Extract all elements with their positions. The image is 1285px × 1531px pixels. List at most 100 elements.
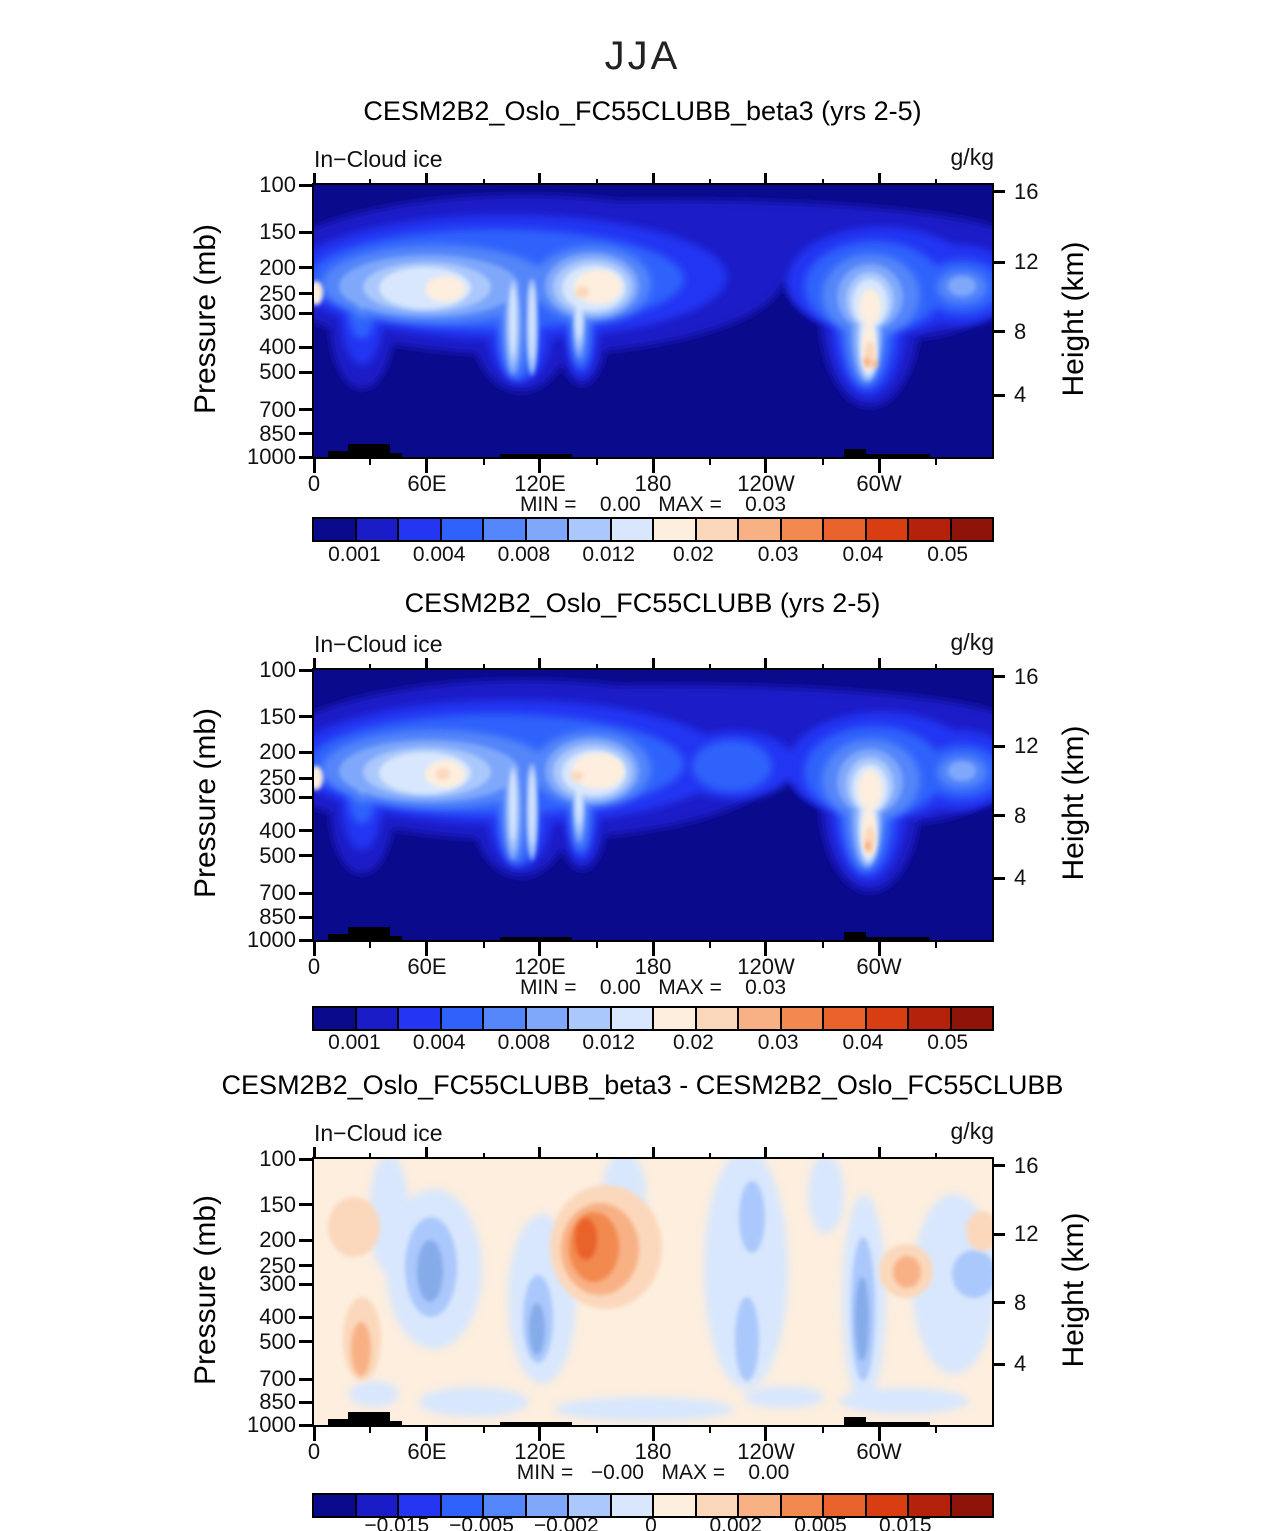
- tick-mark: [299, 1203, 314, 1207]
- tick-mark: [299, 455, 314, 459]
- pressure-tick-label: 300: [259, 784, 296, 810]
- colorbar-cell: [524, 1008, 567, 1029]
- tick-mark: [299, 1238, 314, 1242]
- units-label: g/kg: [950, 144, 994, 170]
- tick-mark: [482, 457, 485, 465]
- tick-mark: [877, 658, 881, 670]
- tick-mark: [595, 940, 598, 948]
- colorbar-cell: [907, 1008, 950, 1029]
- colorbar-tick-label: 0.001: [328, 543, 381, 566]
- tick-mark: [299, 266, 314, 270]
- longitude-tick-label: 120W: [737, 471, 795, 496]
- pressure-tick-label: 1000: [247, 927, 296, 952]
- longitude-tick-label: 0: [307, 471, 321, 496]
- tick-mark: [595, 664, 598, 670]
- colorbar-cell: [822, 1008, 865, 1029]
- colorbar-cell: [737, 1008, 780, 1029]
- tick-mark: [992, 1232, 1005, 1236]
- tick-mark: [821, 664, 824, 670]
- longitude-tick-label: 0: [307, 954, 321, 979]
- longitude-tick-label: 60W: [856, 471, 902, 496]
- colorbar-cell: [779, 1008, 822, 1029]
- colorbar-cell: [694, 1495, 737, 1516]
- colorbar-cell: [354, 1495, 397, 1516]
- panel-title: CESM2B2_Oslo_FC55CLUBB (yrs 2-5): [404, 588, 881, 618]
- tick-mark: [934, 457, 937, 465]
- colorbar: [312, 1006, 994, 1031]
- contour-plot: In−Cloud ice g/kg 100 150 200 250 300 40…: [247, 144, 1038, 516]
- height-tick-label: 16: [1014, 663, 1039, 689]
- tick-mark: [877, 940, 881, 956]
- colorbar-labels: 0.001 0.004 0.008 0.012 0.02 0.03 0.04 0…: [312, 543, 990, 567]
- longitude-tick-label: 180: [634, 1439, 672, 1464]
- tick-mark: [538, 940, 542, 956]
- tick-mark: [992, 190, 1005, 194]
- colorbar-cell: [652, 1495, 695, 1516]
- pressure-tick-label: 250: [259, 1252, 296, 1278]
- pressure-tick-label: 100: [259, 1146, 296, 1171]
- colorbar-cell: [822, 1495, 865, 1516]
- pressure-tick-label: 700: [259, 1366, 296, 1392]
- colorbar-cell: [482, 1008, 525, 1029]
- colorbar-cell: [822, 519, 865, 540]
- longitude-tick-label: 120E: [514, 954, 566, 979]
- pressure-tick-label: 850: [259, 420, 296, 446]
- tick-mark: [708, 940, 711, 948]
- tick-mark: [992, 1362, 1005, 1366]
- colorbar-tick-label: 0.002: [709, 1514, 763, 1531]
- pressure-tick-label: 250: [259, 765, 296, 791]
- topography-silhouette: [328, 927, 930, 940]
- colorbar: [312, 1493, 994, 1518]
- colorbar-tick-label: −0.002: [533, 1514, 599, 1531]
- colorbar-cell: [652, 1008, 695, 1029]
- tick-mark: [312, 457, 316, 473]
- colorbar-cell: [482, 1495, 525, 1516]
- colorbar-cell: [949, 519, 992, 540]
- tick-mark: [312, 173, 316, 185]
- tick-mark: [821, 1425, 824, 1433]
- colorbar-cell: [314, 1495, 355, 1516]
- pressure-tick-label: 200: [259, 739, 296, 765]
- tick-mark: [299, 1400, 314, 1404]
- colorbar-cell: [397, 519, 440, 540]
- height-tick-label: 8: [1014, 1289, 1027, 1315]
- tick-mark: [482, 1425, 485, 1433]
- tick-mark: [877, 457, 881, 473]
- tick-mark: [312, 1147, 316, 1159]
- height-tick-label: 8: [1014, 802, 1027, 828]
- colorbar-cell: [397, 1008, 440, 1029]
- tick-mark: [369, 1425, 372, 1433]
- colorbar-tick-label: 0.012: [582, 543, 635, 566]
- contour-field: [314, 1159, 992, 1425]
- pressure-tick-label: 850: [259, 1389, 296, 1415]
- colorbar-tick-label: 0.015: [878, 1514, 932, 1531]
- pressure-tick-label: 200: [259, 1227, 296, 1253]
- tick-mark: [934, 179, 937, 185]
- topography-silhouette: [328, 444, 930, 457]
- tick-mark: [299, 854, 314, 858]
- tick-mark: [299, 230, 314, 234]
- tick-mark: [708, 1153, 711, 1159]
- longitude-tick-label: 120E: [514, 1439, 566, 1464]
- pressure-tick-label: 700: [259, 396, 296, 422]
- colorbar-labels: −0.015 −0.005 −0.002 0 0.002 0.005 0.015: [312, 1514, 990, 1531]
- stats-text: MIN = 0.00 MAX = 0.03: [519, 976, 787, 999]
- colorbar-cell: [609, 1008, 652, 1029]
- tick-mark: [299, 370, 314, 374]
- colorbar-tick-label: 0.012: [582, 1031, 635, 1054]
- tick-mark: [651, 1425, 655, 1441]
- colorbar-tick-label: 0.008: [497, 543, 551, 566]
- tick-mark: [299, 408, 314, 412]
- tick-mark: [538, 457, 542, 473]
- pressure-tick-label: 1000: [247, 444, 296, 469]
- colorbar-tick-label: 0.02: [672, 1031, 714, 1054]
- colorbar-tick-label: 0.03: [757, 1031, 799, 1054]
- colorbar-tick-label: −0.005: [449, 1514, 514, 1531]
- tick-mark: [299, 432, 314, 436]
- tick-mark: [708, 664, 711, 670]
- tick-mark: [821, 940, 824, 948]
- colorbar-tick-label: 0: [645, 1514, 657, 1531]
- colorbar-cell: [314, 1008, 355, 1029]
- contour-field: [314, 185, 992, 457]
- height-tick-label: 16: [1014, 1152, 1039, 1178]
